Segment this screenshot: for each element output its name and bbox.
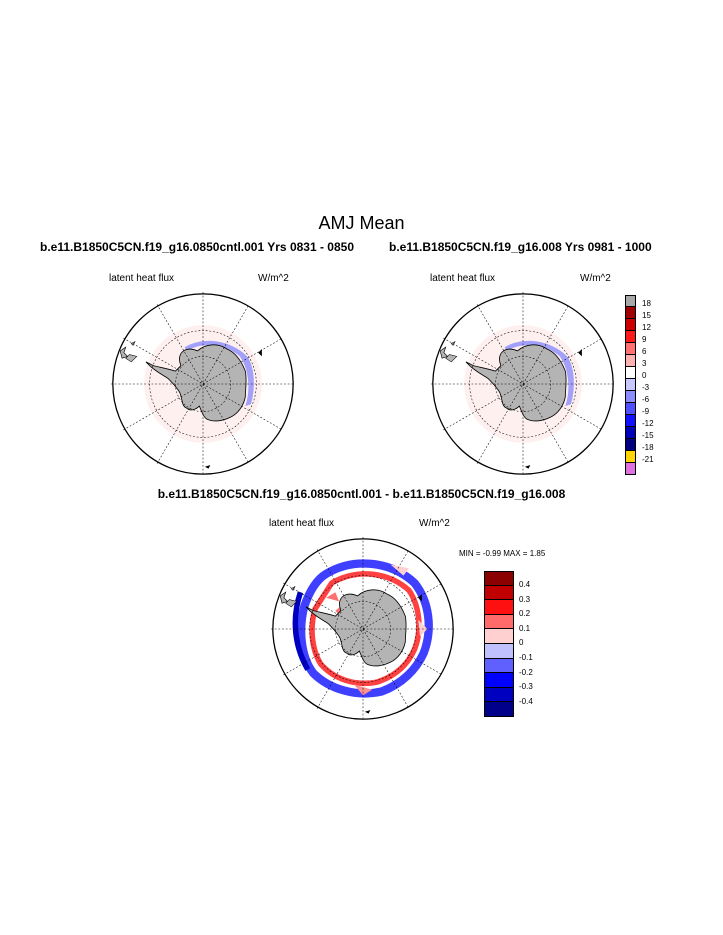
colorbar-main-label: 9 [642,335,647,344]
colorbar-diff-label: 0 [519,638,524,648]
colorbar-main-label: -3 [642,383,650,392]
colorbar-main-label: -6 [642,395,650,404]
colorbar-diff-label: 0.2 [519,609,531,619]
colorbar-main-swatch [625,355,636,367]
case-right-title: b.e11.B1850C5CN.f19_g16.008 Yrs 0981 - 1… [389,240,652,254]
colorbar-main-swatch [625,415,636,427]
colorbar-diff-label: -0.4 [519,696,533,706]
colorbar-diff-label: 0.4 [519,580,531,589]
colorbar-main [625,295,636,475]
colorbar-diff-swatch [484,585,514,601]
colorbar-main-swatch [625,451,636,463]
colorbar-main-swatch [625,439,636,451]
colorbar-main-label: -15 [642,431,654,440]
colorbar-diff-label: 0.1 [519,623,531,633]
page-title: AMJ Mean [318,213,405,233]
colorbar-main-label: 6 [642,347,647,356]
colorbar-main-label: 12 [642,323,651,332]
colorbar-main-swatch [625,463,636,475]
colorbar-main-swatch [625,307,636,319]
colorbar-main-swatch [625,379,636,391]
colorbar-diff-swatch [484,702,514,717]
colorbar-main-label: -12 [642,419,654,428]
left-variable-label: latent heat flux [109,273,175,284]
left-units-label: W/m^2 [258,273,289,284]
colorbar-main-label: -18 [642,443,654,452]
colorbar-diff-swatch [484,643,514,659]
colorbar-main-swatch [625,319,636,331]
colorbar-diff-swatch [484,687,514,703]
map-left [111,292,295,476]
colorbar-diff-label: -0.1 [519,653,533,662]
colorbar-diff [484,571,514,717]
colorbar-main-label: 3 [642,359,647,368]
difference-anomaly-pattern [292,559,433,698]
colorbar-main-label: -9 [642,407,650,416]
map-right [431,292,615,476]
colorbar-diff-label: 0.3 [519,594,531,604]
colorbar-main-swatch [625,391,636,403]
colorbar-main-swatch [625,403,636,415]
map-difference [271,537,455,721]
colorbar-main-swatch [625,367,636,379]
colorbar-diff-label: -0.3 [519,682,533,692]
colorbar-main-label: -21 [642,455,654,464]
diff-variable-label: latent heat flux [269,518,335,529]
colorbar-diff-swatch [484,614,514,630]
colorbar-main-label: 0 [642,371,647,380]
colorbar-diff-swatch [484,673,514,688]
colorbar-diff-label: -0.2 [519,667,533,677]
colorbar-main-swatch [625,343,636,355]
colorbar-main-swatch [625,295,636,307]
colorbar-main-label: 15 [642,311,651,320]
case-left-title: b.e11.B1850C5CN.f19_g16.0850cntl.001 Yrs… [40,240,354,254]
colorbar-diff-swatch [484,629,514,644]
diff-units-label: W/m^2 [419,518,450,529]
diff-title: b.e11.B1850C5CN.f19_g16.0850cntl.001 - b… [157,487,566,501]
colorbar-main-label: 18 [642,299,651,308]
colorbar-main-swatch [625,427,636,439]
right-variable-label: latent heat flux [430,273,496,284]
colorbar-diff-swatch [484,658,514,674]
ice-edge-flux-band [504,340,574,407]
right-units-label: W/m^2 [580,273,611,284]
colorbar-diff-swatch [484,571,514,586]
colorbar-diff-swatch [484,600,514,615]
colorbar-main-swatch [625,331,636,343]
diff-min-max-stats: MIN = -0.99 MAX = 1.85 [459,549,546,558]
ice-edge-flux-band [184,340,254,407]
